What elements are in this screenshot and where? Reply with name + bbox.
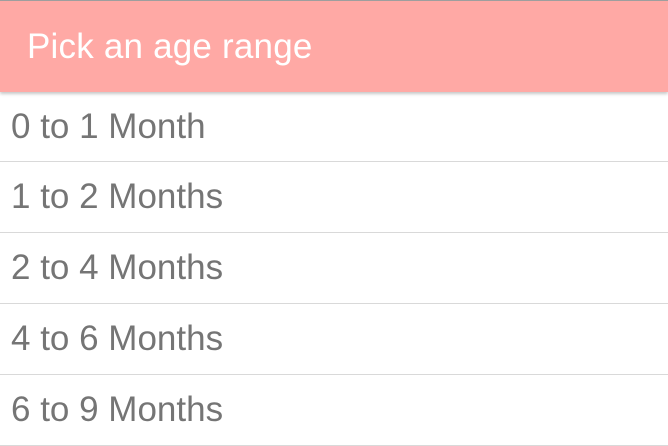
age-range-list: 0 to 1 Month 1 to 2 Months 2 to 4 Months…	[0, 92, 668, 446]
age-range-option-6-9-months[interactable]: 6 to 9 Months	[0, 375, 668, 446]
age-range-option-0-1-month[interactable]: 0 to 1 Month	[0, 92, 668, 162]
age-range-option-4-6-months[interactable]: 4 to 6 Months	[0, 304, 668, 375]
age-range-option-label: 2 to 4 Months	[11, 248, 224, 287]
age-range-option-label: 0 to 1 Month	[11, 106, 206, 146]
dialog-header: Pick an age range	[0, 0, 668, 92]
age-range-option-2-4-months[interactable]: 2 to 4 Months	[0, 233, 668, 304]
dialog-title: Pick an age range	[27, 26, 313, 66]
age-range-option-1-2-months[interactable]: 1 to 2 Months	[0, 162, 668, 233]
age-range-option-label: 1 to 2 Months	[11, 177, 224, 216]
age-range-option-label: 6 to 9 Months	[11, 390, 224, 429]
age-range-option-label: 4 to 6 Months	[11, 319, 224, 358]
